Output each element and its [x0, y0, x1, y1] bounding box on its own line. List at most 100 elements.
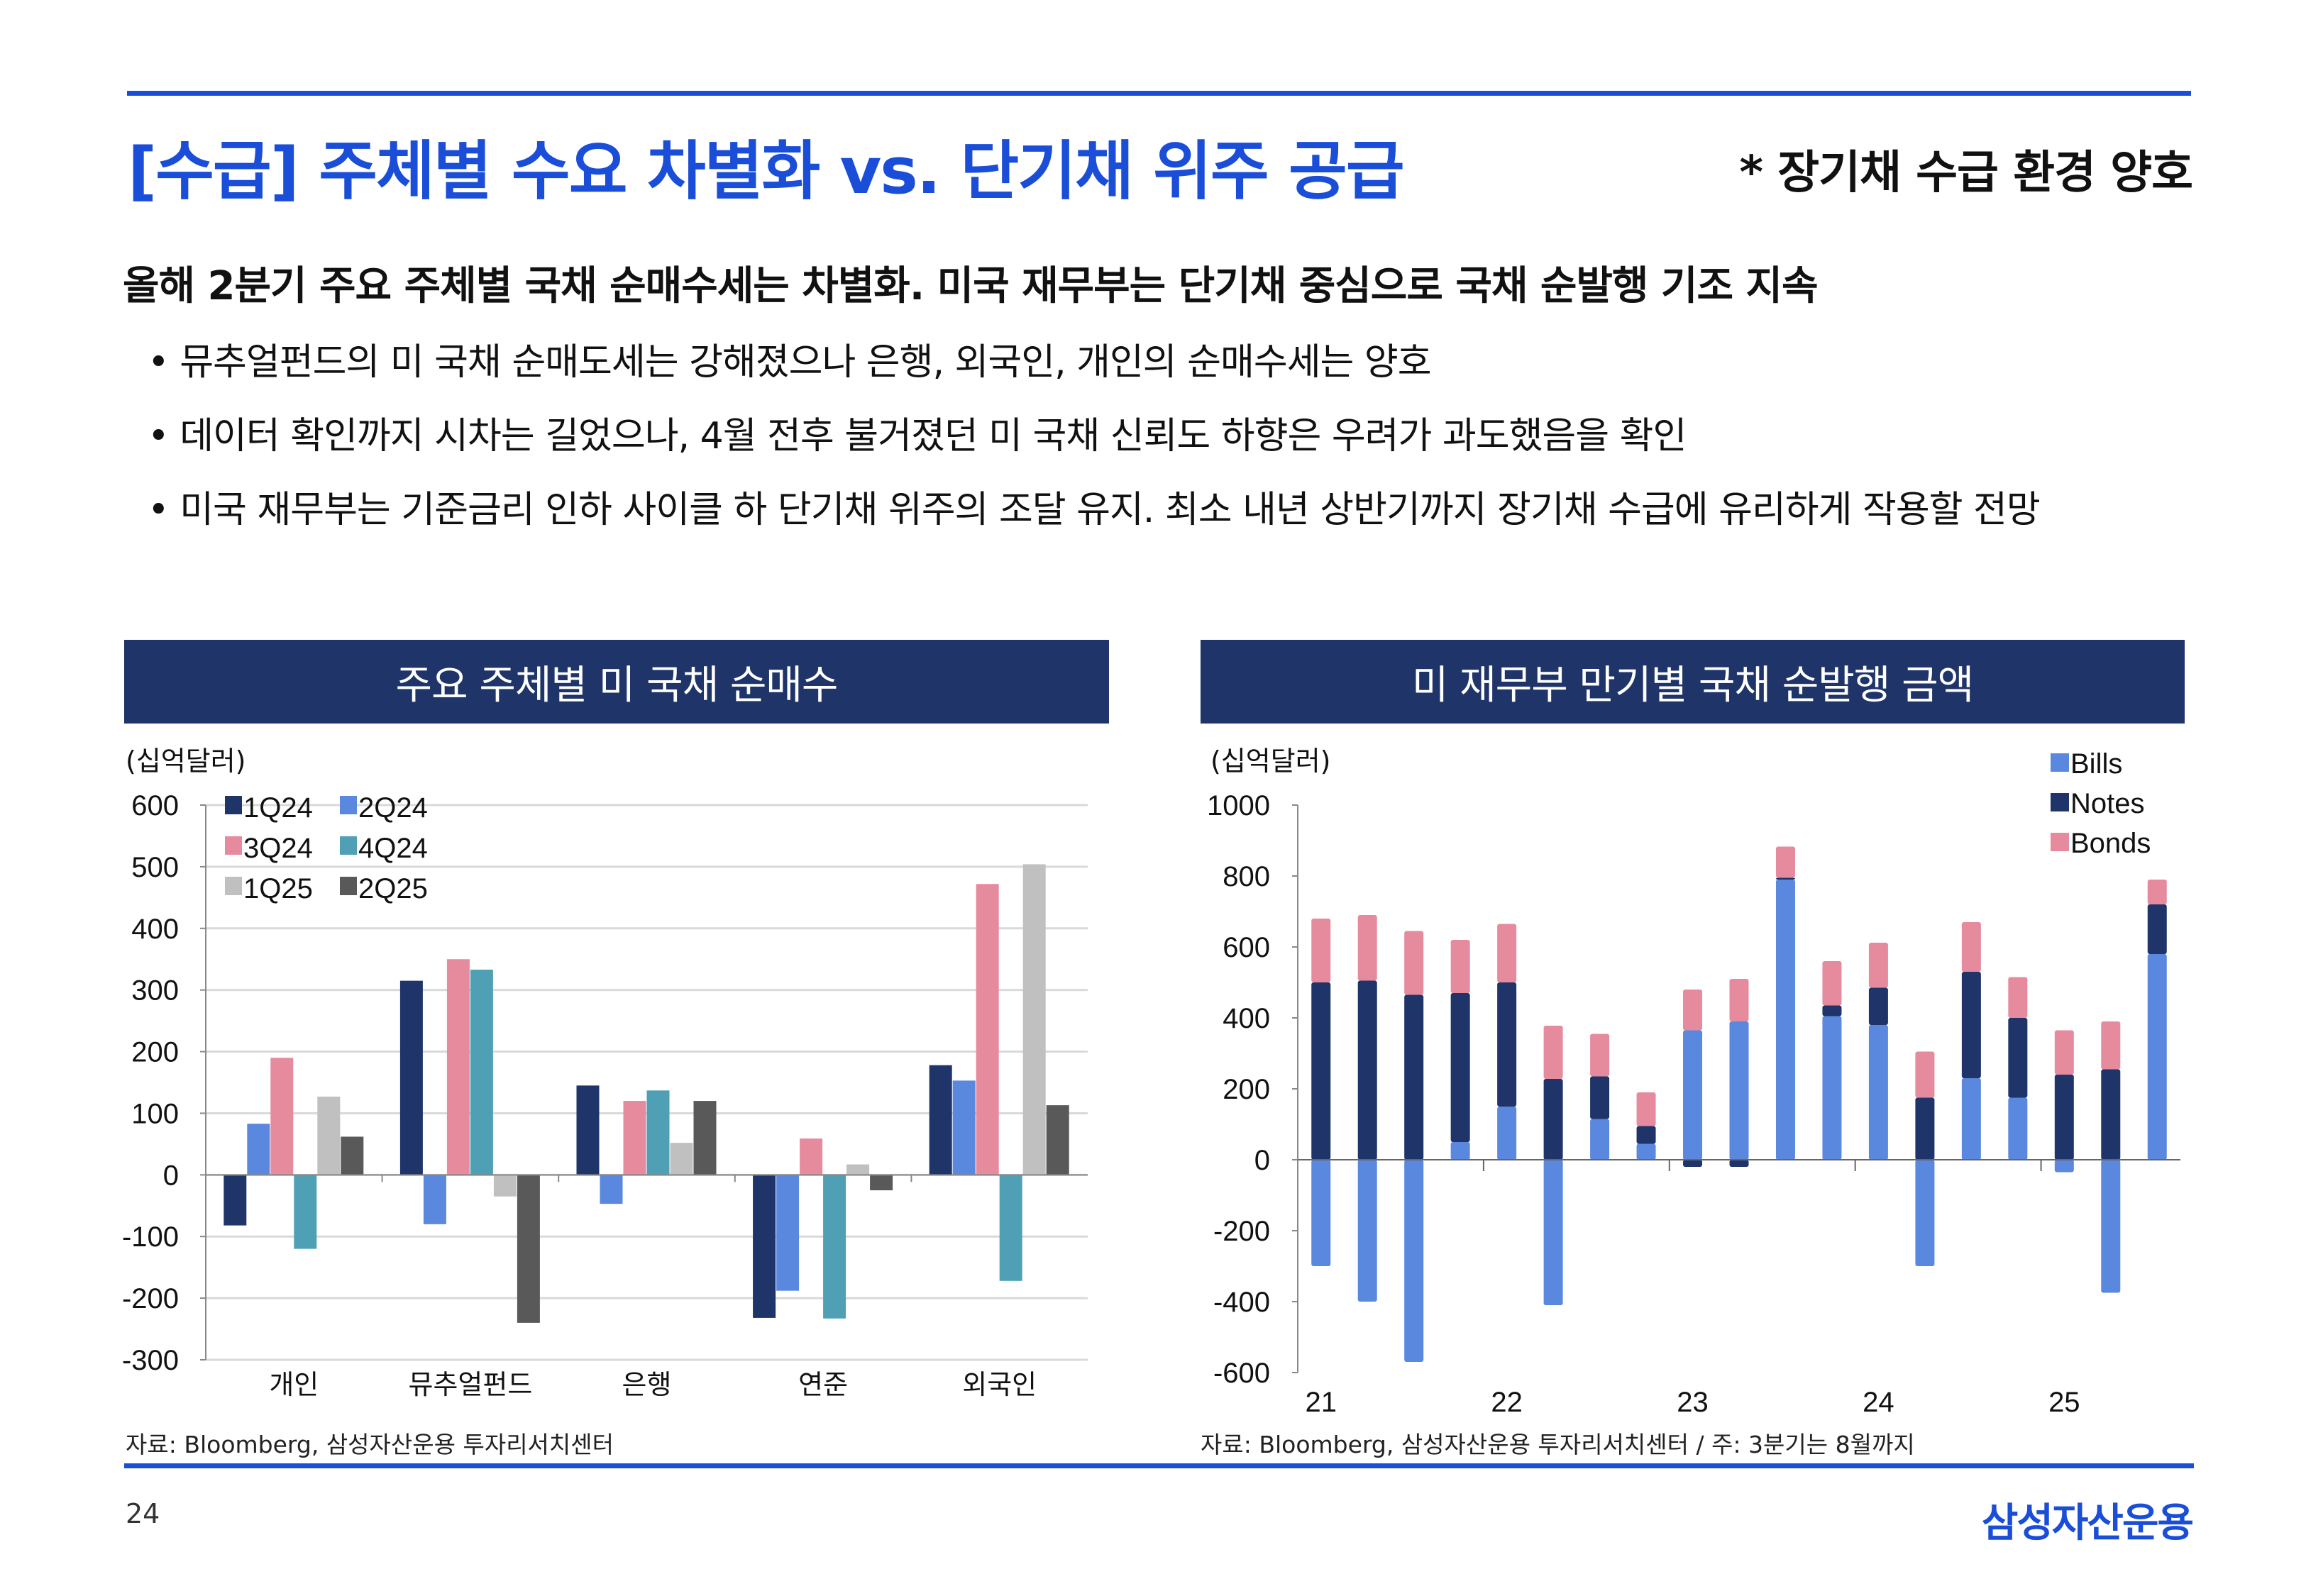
bar-4Q24-3 — [823, 1175, 846, 1319]
bar-Notes-24Q1 — [1868, 987, 1888, 1025]
bar-3Q24-1 — [446, 959, 470, 1175]
bar-Notes-24Q4 — [2008, 1018, 2028, 1098]
x-tick-label: 22 — [1491, 1387, 1523, 1418]
bar-Bills-24Q2 — [1915, 1160, 1935, 1266]
bullet-item: 데이터 확인까지 시차는 길었으나, 4월 전후 불거졌던 미 국채 신뢰도 하… — [148, 406, 1687, 459]
page-title: [수급] 주체별 수요 차별화 vs. 단기채 위주 공급 — [128, 134, 1405, 209]
legend-label: 4Q24 — [358, 833, 428, 864]
category-label: 개인 — [269, 1370, 319, 1400]
bar-Notes-23Q2 — [1729, 1160, 1749, 1167]
legend-swatch-Bills — [2051, 753, 2069, 772]
y-tick-label: -200 — [122, 1283, 179, 1314]
legend-label: 3Q24 — [243, 833, 313, 864]
bar-Notes-22Q2 — [1543, 1079, 1563, 1160]
bar-Notes-24Q2 — [1915, 1097, 1935, 1160]
bar-Bills-21Q4 — [1450, 1142, 1470, 1160]
y-tick-label: -200 — [1213, 1216, 1270, 1247]
bar-1Q24-3 — [753, 1175, 776, 1318]
bar-Bonds-25Q2 — [2101, 1021, 2121, 1070]
bar-Bonds-21Q3 — [1404, 931, 1424, 995]
y-tick-label: 600 — [1223, 932, 1270, 963]
bar-Notes-21Q3 — [1404, 994, 1424, 1160]
legend-label: 2Q25 — [358, 873, 428, 904]
category-label: 외국인 — [962, 1370, 1037, 1400]
bar-1Q25-1 — [493, 1175, 517, 1197]
legend-swatch-Notes — [2051, 793, 2069, 811]
right-chart-source: 자료: Bloomberg, 삼성자산운용 투자리서치센터 / 주: 3분기는 … — [1201, 1431, 1915, 1458]
y-tick-label: 200 — [131, 1037, 179, 1068]
bar-Bonds-24Q3 — [1961, 922, 1981, 972]
bar-Bills-23Q3 — [1775, 880, 1795, 1160]
bar-Notes-23Q3 — [1775, 877, 1795, 880]
y-tick-label: 300 — [131, 975, 179, 1007]
y-tick-label: 1000 — [1207, 790, 1270, 821]
left-chart-title: 주요 주체별 미 국채 순매수 — [124, 640, 1109, 724]
bottom-rule — [124, 1463, 2194, 1468]
bar-Bills-21Q1 — [1311, 1160, 1331, 1266]
bar-Bills-21Q2 — [1357, 1160, 1377, 1302]
bar-1Q24-4 — [929, 1065, 952, 1175]
bar-2Q24-3 — [776, 1175, 800, 1291]
bar-Bonds-21Q4 — [1450, 940, 1470, 993]
bar-Notes-24Q3 — [1961, 972, 1981, 1078]
page-number: 24 — [126, 1498, 160, 1529]
bar-Notes-22Q1 — [1497, 982, 1517, 1107]
bar-Bills-25Q2 — [2101, 1160, 2121, 1293]
bullet-item: 뮤추얼펀드의 미 국채 순매도세는 강해졌으나 은행, 외국인, 개인의 순매수… — [148, 332, 1431, 385]
legend-label: 1Q25 — [243, 873, 313, 904]
y-tick-label: 0 — [1254, 1145, 1270, 1176]
y-tick-label: -400 — [1213, 1287, 1270, 1318]
bar-1Q24-1 — [399, 980, 423, 1175]
top-rule — [127, 91, 2191, 96]
legend-swatch-1Q25 — [225, 877, 242, 895]
bar-Bonds-25Q3 — [2147, 880, 2167, 904]
y-tick-label: -300 — [122, 1345, 179, 1376]
y-tick-label: 0 — [163, 1160, 179, 1191]
bullet-item: 미국 재무부는 기준금리 인하 사이클 하 단기채 위주의 조달 유지. 최소 … — [148, 480, 2041, 533]
bar-Bills-24Q3 — [1961, 1078, 1981, 1160]
bar-Bills-22Q3 — [1590, 1119, 1610, 1160]
bar-Notes-23Q1 — [1683, 1160, 1703, 1167]
bar-3Q24-4 — [976, 884, 999, 1175]
bar-Bonds-24Q2 — [1915, 1051, 1935, 1098]
bar-Bills-23Q2 — [1729, 1021, 1749, 1160]
y-tick-label: 800 — [1223, 861, 1270, 892]
bar-Notes-25Q2 — [2101, 1069, 2121, 1160]
bar-Bills-23Q4 — [1822, 1016, 1842, 1160]
category-label: 연준 — [798, 1370, 848, 1400]
bar-4Q24-4 — [999, 1175, 1022, 1281]
y-tick-label: 600 — [131, 790, 179, 821]
bar-2Q25-2 — [693, 1101, 717, 1175]
right-chart-unit: (십억달러) — [1210, 746, 1331, 777]
y-tick-label: 400 — [131, 914, 179, 945]
bar-2Q25-3 — [870, 1175, 893, 1191]
x-tick-label: 25 — [2048, 1387, 2080, 1418]
bar-Bills-22Q4 — [1636, 1143, 1656, 1160]
legend-label: Notes — [2070, 788, 2145, 819]
bar-4Q24-2 — [646, 1090, 670, 1175]
bar-Bonds-22Q4 — [1636, 1092, 1656, 1126]
x-tick-label: 21 — [1305, 1387, 1337, 1418]
bar-Bills-21Q3 — [1404, 1160, 1424, 1362]
bar-Bills-25Q1 — [2054, 1160, 2074, 1173]
net-issuance-chart: 1000 800 600 400 200 0 -200 -400 -600 21 22 23 24 25 B… — [1207, 748, 2180, 1418]
bar-3Q24-2 — [623, 1101, 646, 1175]
bar-1Q25-0 — [317, 1096, 341, 1175]
bar-Bills-24Q1 — [1868, 1025, 1888, 1160]
header-note: * 장기채 수급 환경 양호 — [1739, 147, 2193, 199]
legend-label: 2Q24 — [358, 792, 428, 824]
left-chart-unit: (십억달러) — [126, 746, 246, 777]
bar-2Q24-1 — [423, 1175, 446, 1224]
left-chart-source: 자료: Bloomberg, 삼성자산운용 투자리서치센터 — [126, 1431, 614, 1458]
bar-1Q24-2 — [576, 1085, 600, 1175]
bar-2Q24-4 — [952, 1080, 976, 1175]
legend-swatch-4Q24 — [340, 836, 357, 855]
company-logo: 삼성자산운용 — [1981, 1500, 2194, 1546]
bar-Bonds-24Q1 — [1868, 943, 1888, 988]
y-tick-label: -600 — [1213, 1358, 1270, 1389]
legend-swatch-Bonds — [2051, 833, 2069, 851]
bar-Bills-23Q1 — [1683, 1030, 1703, 1160]
bar-Bonds-23Q3 — [1775, 846, 1795, 878]
category-label: 뮤추얼펀드 — [408, 1370, 532, 1400]
bar-Bonds-23Q4 — [1822, 961, 1842, 1006]
